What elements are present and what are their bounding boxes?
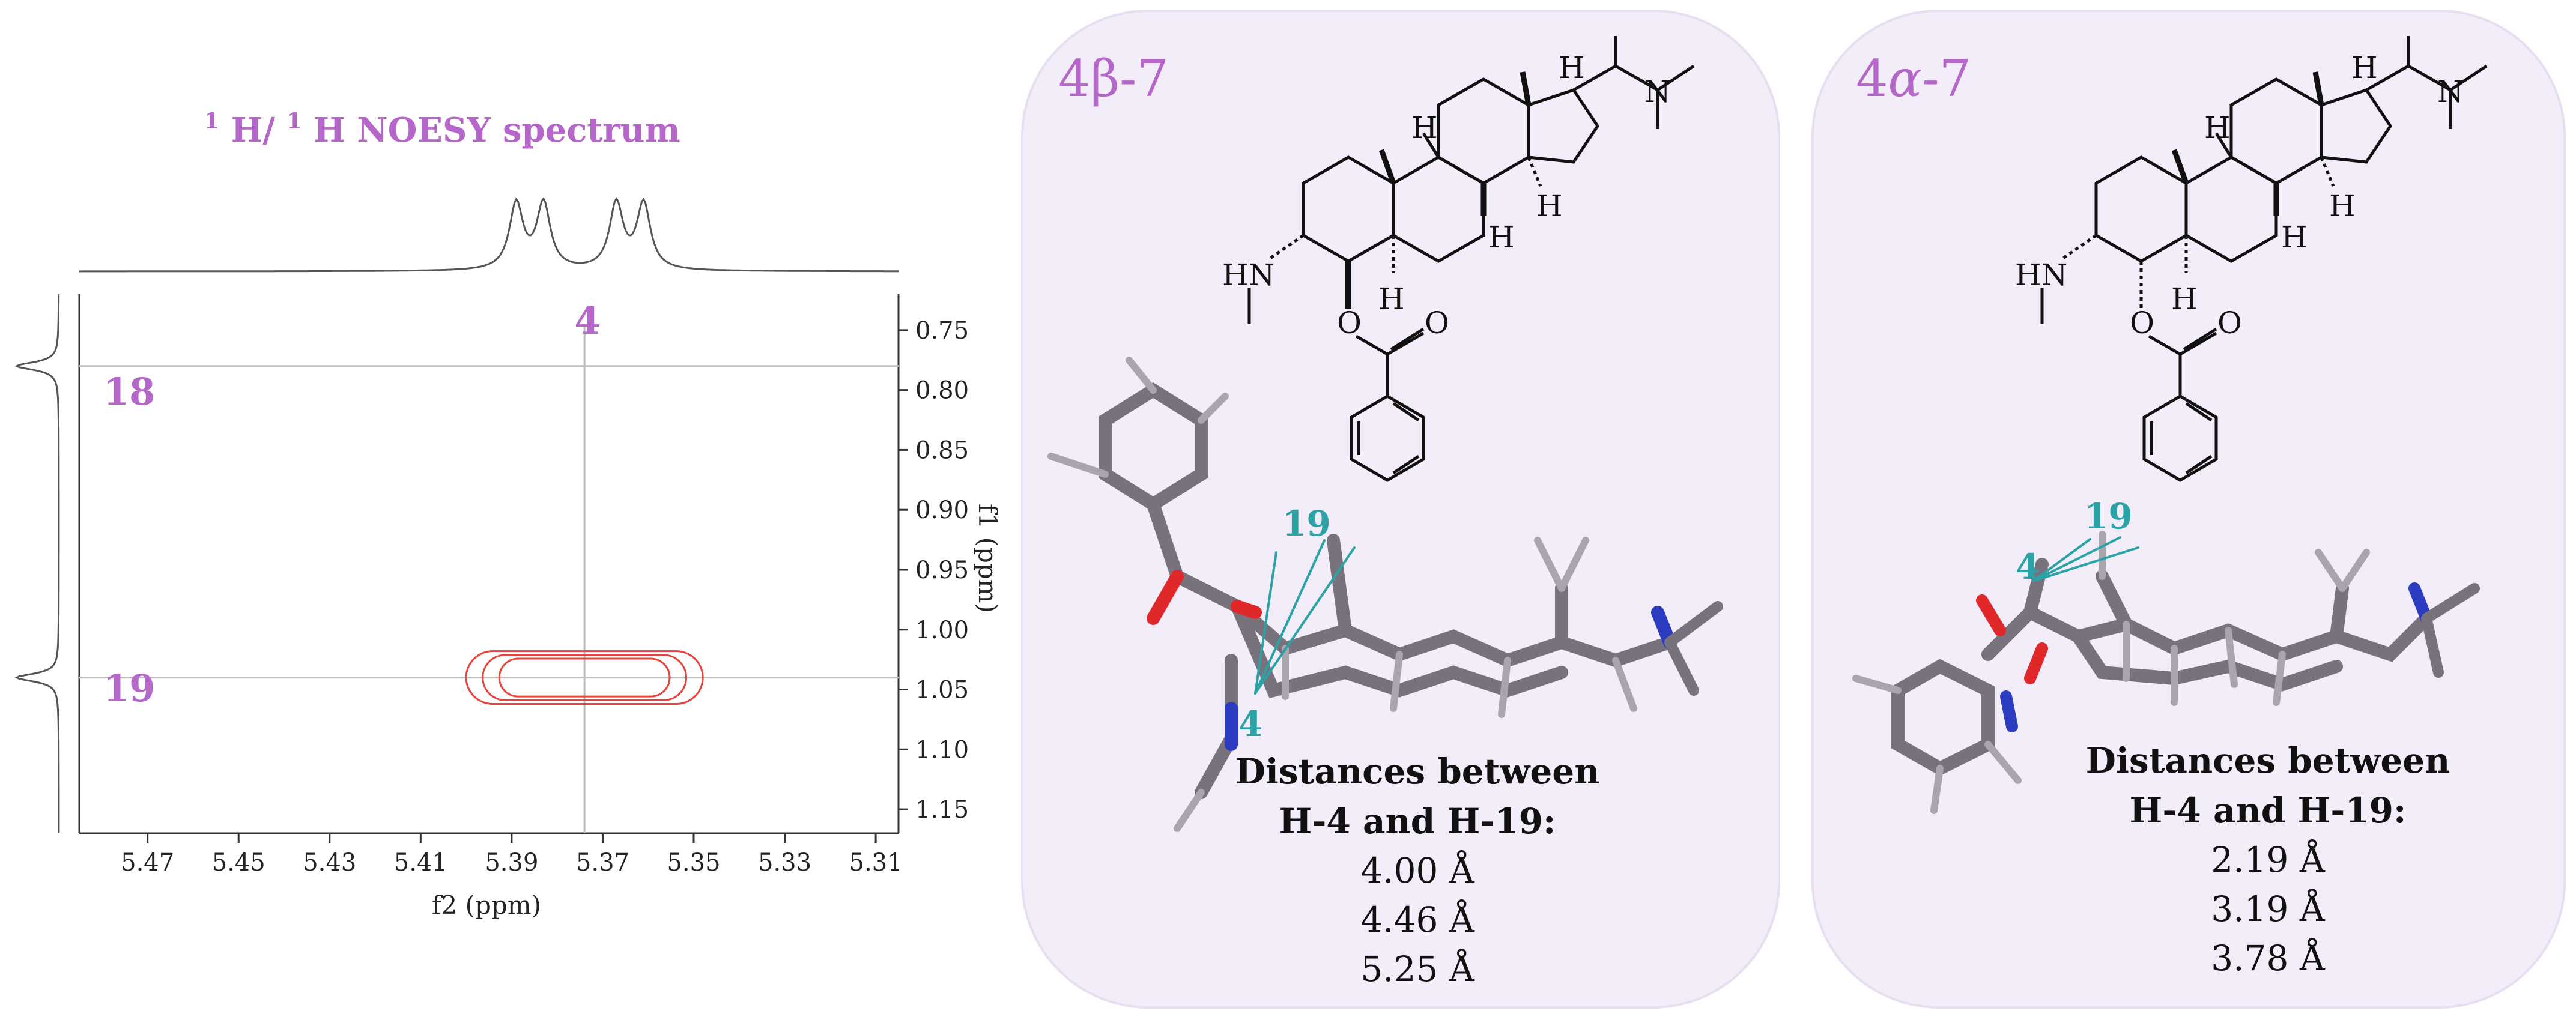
distances-heading: Distances between: [1235, 751, 1600, 792]
x-tick-label: 5.41: [394, 849, 447, 877]
molecule-3d-model: [1852, 531, 2480, 814]
atom-label-4: 4: [2016, 546, 2040, 587]
f2-projection-trace: [79, 196, 899, 273]
x-tick-label: 5.47: [121, 849, 174, 877]
title-part-h2: H NOESY spectrum: [314, 110, 680, 150]
y-tick-label: 1.00: [915, 617, 969, 644]
y-tick-label: 1.05: [915, 677, 969, 704]
contour-level: [465, 650, 704, 705]
title-part-h1: H/: [231, 110, 276, 150]
atom-label-h: H: [2329, 189, 2356, 223]
f1-projection-trace: [14, 294, 60, 833]
x-axis-label: f2 (ppm): [432, 890, 541, 920]
cross-label-4: 4: [574, 299, 600, 343]
row-label-18: 18: [103, 370, 155, 414]
x-tick-label: 5.33: [758, 849, 811, 877]
atom-label-h: H: [2281, 220, 2308, 255]
atom-label-hn: HN: [1222, 258, 1274, 292]
y-tick-label: 0.75: [915, 317, 969, 345]
distance-value: 4.46 Å: [1360, 899, 1475, 940]
title-superscript-1: 1: [204, 109, 219, 134]
panel-title: 4α-7: [1856, 49, 1971, 108]
distance-value: 3.19 Å: [2211, 889, 2326, 929]
x-axis-ticks: 5.47 5.45 5.43 5.41 5.39 5.37 5.35 5.33 5.31: [121, 833, 903, 877]
x-tick-label: 5.37: [576, 849, 629, 877]
x-tick-label: 5.45: [212, 849, 265, 877]
atom-label-o: O: [2217, 306, 2242, 340]
x-tick-label: 5.31: [849, 849, 903, 877]
panel-4alpha-7: 4α-7: [1811, 10, 2566, 1009]
atom-label-h: H: [1536, 189, 1563, 223]
panel-4beta-7: 4β-7: [1021, 10, 1780, 1009]
atom-label-o: O: [1425, 306, 1449, 340]
x-tick-label: 5.35: [667, 849, 720, 877]
distances-heading: H-4 and H-19:: [2130, 790, 2407, 831]
panel-background: [1811, 10, 2566, 1009]
atom-label-h: H: [1559, 50, 1585, 85]
structure-2d: [1247, 36, 1695, 482]
atom-label-h: H: [1488, 220, 1515, 255]
y-axis-ticks: 0.75 0.80 0.85 0.90 0.95 1.00 1.05 1.10 1.15: [899, 317, 969, 824]
atom-label-h: H: [1411, 110, 1438, 145]
y-axis-label: f1 (ppm): [973, 504, 1002, 613]
distances-heading: Distances between: [2086, 740, 2450, 781]
distances-heading: H-4 and H-19:: [1279, 801, 1556, 842]
atom-label-19: 19: [2084, 496, 2133, 537]
atom-label-19: 19: [1282, 503, 1331, 544]
cross-peak-contours: [465, 650, 704, 705]
atom-label-h: H: [2351, 50, 2378, 85]
structure-2d-labels: H H H H H N HN O O: [1222, 50, 1671, 340]
x-tick-label: 5.43: [303, 849, 356, 877]
atom-label-h: H: [2171, 282, 2198, 316]
atom-label-n: N: [2437, 74, 2464, 109]
distance-value: 2.19 Å: [2211, 839, 2326, 880]
contour-level: [482, 654, 688, 701]
distance-value: 3.78 Å: [2211, 938, 2326, 979]
structure-2d-labels: H H H H H N HN O O: [2015, 50, 2464, 340]
title-superscript-2: 1: [286, 109, 302, 134]
noesy-spectrum: 1 H/ 1 H NOESY spectrum 5.47 5.45 5.43 5.41…: [14, 97, 1002, 920]
row-label-19: 19: [103, 666, 155, 710]
atom-label-hn: HN: [2015, 258, 2067, 292]
y-tick-label: 0.80: [915, 377, 969, 405]
contour-level: [498, 657, 671, 698]
panel-title: 4β-7: [1058, 49, 1169, 108]
distance-value: 5.25 Å: [1360, 949, 1475, 989]
atom-label-4: 4: [1238, 704, 1262, 744]
y-tick-label: 0.95: [915, 557, 969, 584]
x-tick-label: 5.39: [485, 849, 538, 877]
y-tick-label: 0.85: [915, 436, 969, 464]
structure-2d: [2040, 36, 2488, 482]
y-tick-label: 1.10: [915, 736, 969, 764]
atom-label-o: O: [1337, 306, 1362, 340]
panel-background: [1021, 10, 1780, 1009]
atom-label-n: N: [1644, 74, 1671, 109]
atom-label-o: O: [2130, 306, 2154, 340]
spectrum-title: 1 H/ 1 H NOESY spectrum: [204, 97, 680, 150]
y-tick-label: 1.15: [915, 796, 969, 824]
y-tick-label: 0.90: [915, 496, 969, 524]
molecule-3d-model: [1047, 357, 1723, 832]
distance-value: 4.00 Å: [1360, 850, 1475, 891]
atom-label-h: H: [2204, 110, 2231, 145]
atom-label-h: H: [1378, 282, 1405, 316]
